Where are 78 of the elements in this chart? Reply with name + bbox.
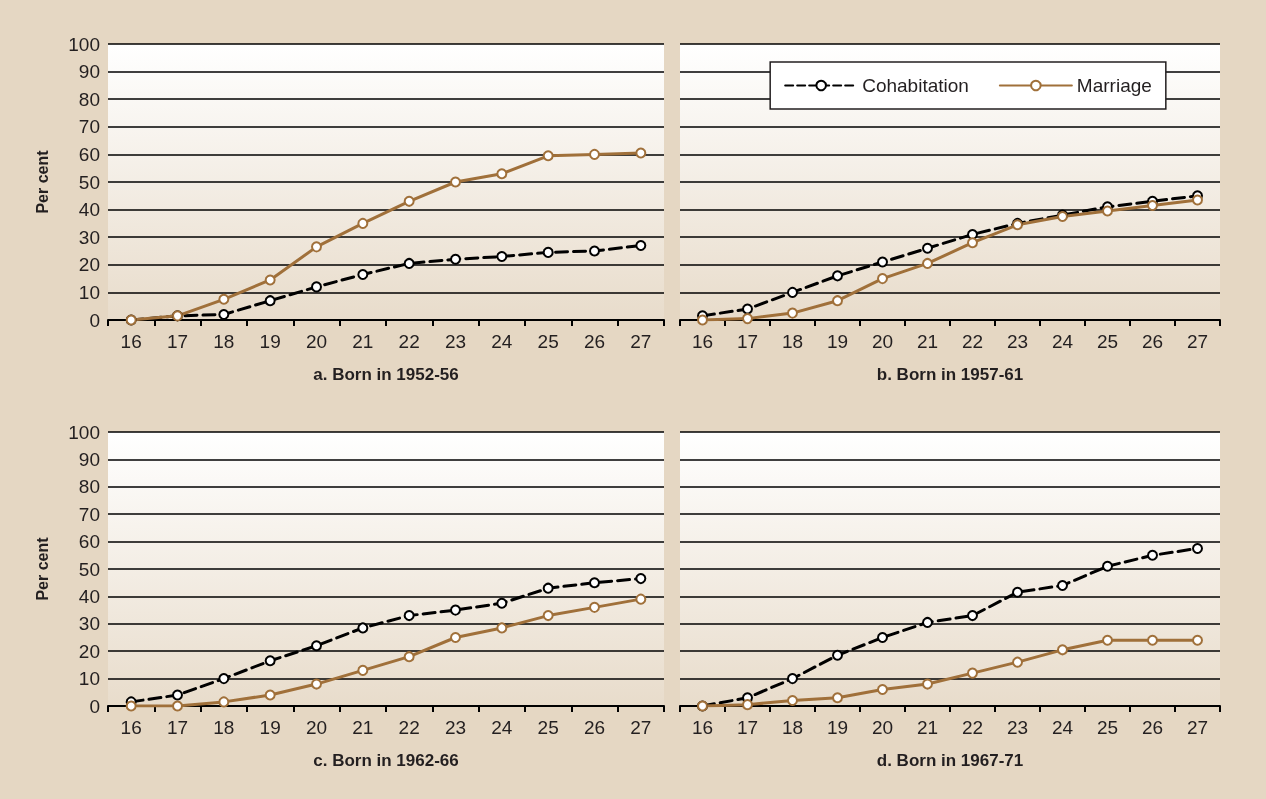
x-tick-label: 24 [1051, 331, 1074, 352]
y-tick-label: 100 [68, 421, 100, 443]
x-tick-label: 23 [1006, 331, 1029, 352]
x-tick-label: 20 [871, 331, 894, 352]
x-tick-label: 22 [961, 717, 984, 738]
x-tick-label: 17 [736, 717, 759, 738]
x-tick-label: 27 [1186, 331, 1209, 352]
x-tick-label: 25 [537, 331, 559, 352]
x-tick-label: 20 [305, 331, 328, 352]
y-axis-title: Per cent [33, 149, 51, 214]
x-tick-label: 19 [259, 331, 281, 352]
x-tick-label: 19 [826, 717, 849, 738]
x-tick-label: 19 [259, 717, 281, 738]
x-tick-label: 18 [781, 331, 804, 352]
y-tick-label: 60 [78, 531, 100, 553]
x-axis-title: c. Born in 1962-66 [313, 751, 459, 770]
x-tick-label: 27 [1186, 717, 1209, 738]
x-tick-label: 27 [630, 717, 652, 738]
y-tick-label: 100 [68, 33, 100, 55]
x-tick-label: 18 [213, 717, 235, 738]
x-tick-label: 21 [352, 331, 374, 352]
x-tick-label: 25 [537, 717, 559, 738]
y-tick-label: 80 [78, 88, 100, 110]
x-axis-title: b. Born in 1957-61 [876, 365, 1024, 384]
x-tick-label: 26 [583, 331, 606, 352]
y-axis-title: Per cent [33, 536, 51, 601]
y-tick-label: 60 [78, 143, 100, 165]
y-tick-label: 30 [78, 613, 100, 635]
x-tick-label: 20 [871, 717, 894, 738]
x-axis-title: a. Born in 1952-56 [313, 365, 459, 384]
x-tick-label: 16 [691, 331, 714, 352]
x-tick-label: 20 [305, 717, 328, 738]
y-tick-label: 50 [78, 171, 100, 193]
y-tick-label: 40 [78, 585, 100, 607]
y-tick-label: 30 [78, 226, 100, 248]
y-tick-label: 20 [78, 640, 100, 662]
x-axis-title: d. Born in 1967-71 [876, 751, 1024, 770]
y-tick-label: 80 [78, 476, 100, 498]
x-tick-label: 24 [491, 331, 513, 352]
x-tick-label: 19 [826, 331, 849, 352]
x-tick-label: 16 [120, 331, 142, 352]
x-tick-label: 25 [1096, 331, 1119, 352]
x-tick-label: 16 [120, 717, 142, 738]
x-tick-label: 18 [213, 331, 235, 352]
y-tick-label: 40 [78, 199, 100, 221]
y-tick-label: 0 [89, 695, 100, 717]
x-tick-label: 22 [398, 331, 420, 352]
x-tick-label: 26 [1141, 717, 1164, 738]
legend-label: Marriage [1076, 75, 1152, 96]
x-tick-label: 17 [166, 331, 189, 352]
x-tick-label: 18 [781, 717, 804, 738]
y-tick-label: 0 [89, 309, 100, 331]
x-tick-label: 24 [491, 717, 513, 738]
x-tick-label: 24 [1051, 717, 1074, 738]
x-tick-label: 21 [352, 717, 374, 738]
x-tick-label: 27 [630, 331, 652, 352]
y-tick-label: 70 [78, 116, 100, 138]
x-tick-label: 26 [583, 717, 606, 738]
x-tick-label: 25 [1096, 717, 1119, 738]
y-tick-label: 90 [78, 61, 100, 83]
y-tick-label: 10 [78, 668, 100, 690]
y-tick-label: 50 [78, 558, 100, 580]
y-tick-label: 10 [78, 281, 100, 303]
legend-label: Cohabitation [862, 75, 969, 96]
x-tick-label: 16 [691, 717, 714, 738]
x-tick-label: 23 [444, 331, 467, 352]
y-tick-label: 20 [78, 254, 100, 276]
x-tick-label: 23 [444, 717, 467, 738]
x-tick-label: 17 [736, 331, 759, 352]
y-tick-label: 70 [78, 503, 100, 525]
x-tick-label: 23 [1006, 717, 1029, 738]
x-tick-label: 22 [398, 717, 420, 738]
x-tick-label: 26 [1141, 331, 1164, 352]
x-tick-label: 22 [961, 331, 984, 352]
y-tick-label: 90 [78, 448, 100, 470]
x-tick-label: 21 [916, 331, 939, 352]
x-tick-label: 21 [916, 717, 939, 738]
x-tick-label: 17 [166, 717, 189, 738]
